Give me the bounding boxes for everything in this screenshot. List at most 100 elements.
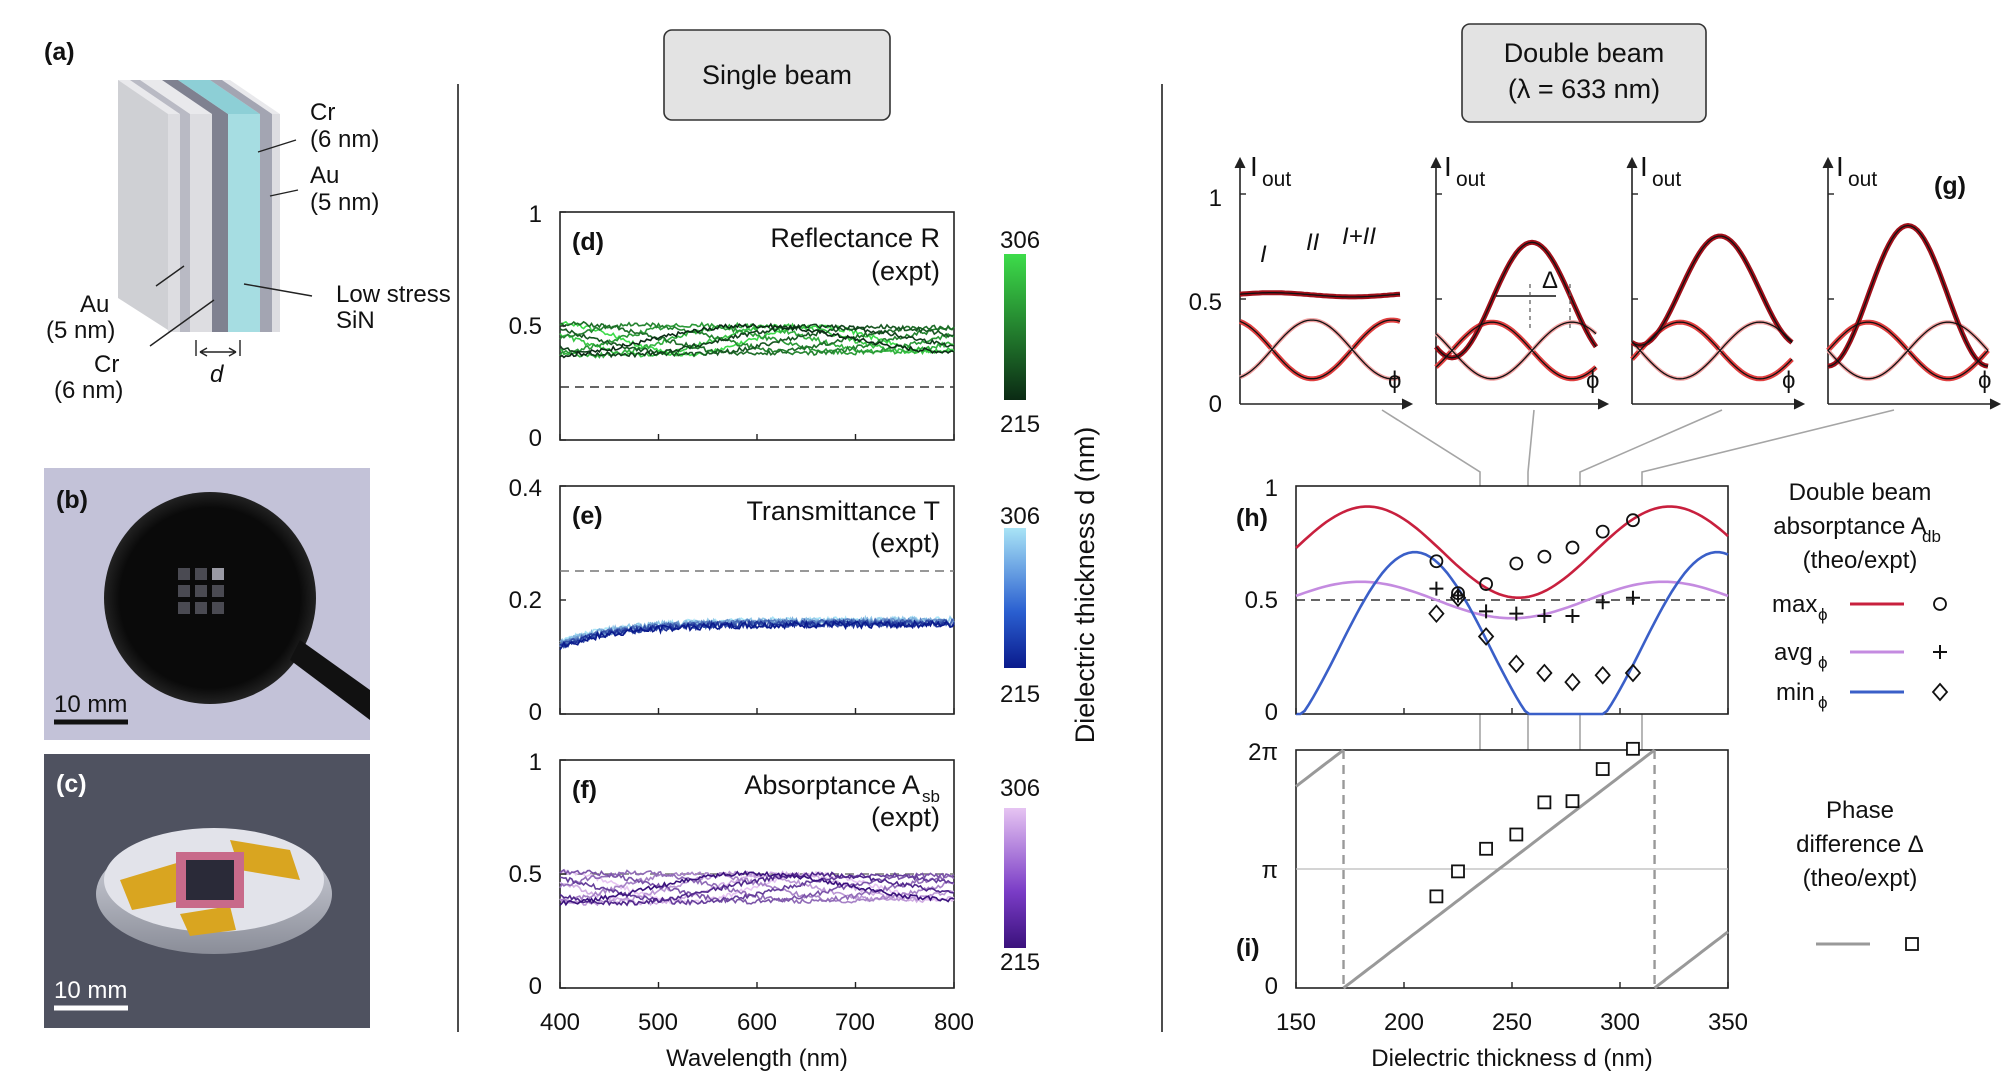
g2-ylabel: I	[1444, 151, 1452, 182]
h-legend-title1: Double beam	[1789, 479, 1932, 506]
cr-front-layer	[212, 114, 228, 332]
colorbar-blue	[1004, 528, 1026, 668]
curves-d-series-8	[559, 323, 955, 359]
au-top-label: Au	[310, 162, 339, 189]
g3-ylabel-sub: out	[1652, 168, 1681, 191]
h-legend-title2-sub: db	[1922, 527, 1941, 546]
panel-a-label: (a)	[44, 38, 75, 66]
curve-label-I: I	[1260, 241, 1267, 268]
expt-avg-point-4	[1509, 606, 1524, 621]
panel-i-ticks	[1295, 982, 1729, 988]
g1-beam-I-theory	[1239, 319, 1401, 380]
sb-xtick-800: 800	[934, 1009, 974, 1036]
connector-2	[1527, 409, 1535, 870]
i-xtick-150: 150	[1276, 1009, 1316, 1036]
panel-f-ytick-05: 0.5	[509, 861, 542, 888]
sin-top-layer	[178, 80, 260, 114]
g2-beam-I-theory	[1435, 321, 1597, 380]
expt-avg-point-5	[1537, 608, 1552, 623]
sb-xtick-500: 500	[638, 1009, 678, 1036]
colorbar-blue-min: 215	[1000, 681, 1040, 708]
curves-f-series-6	[559, 868, 955, 905]
phase-theory-segment-3	[1653, 930, 1729, 990]
g2-beam-II-theory	[1435, 321, 1597, 380]
leader-cr-top	[257, 139, 297, 153]
panel-a: (a) Cr (6 nm) Au (5 nm) Au (5 nm) Low st…	[44, 38, 451, 404]
panel-h-ticks	[1295, 708, 1729, 714]
leader-au-top	[269, 189, 299, 197]
g3-beam-I-expt	[1630, 319, 1794, 382]
h-ytick-05: 0.5	[1245, 587, 1278, 614]
expt-avg-point-3	[1479, 604, 1494, 619]
curves-d-series-7	[559, 323, 955, 358]
scale-label-c: 10 mm	[54, 977, 127, 1004]
phase-theory-segment-2	[1342, 748, 1656, 990]
expt-avg-point-7	[1595, 595, 1610, 610]
cr-top-layer	[162, 80, 228, 114]
g1-beam-II-expt	[1239, 318, 1401, 381]
tape-right	[230, 840, 300, 880]
panel-h-legend: Double beam absorptance A db (theo/expt)…	[1772, 479, 1949, 712]
panel-c-label: (c)	[56, 770, 87, 798]
i-xtick-200: 200	[1384, 1009, 1424, 1036]
i-ytick-0: 0	[1265, 973, 1278, 1000]
g3-sum-theory	[1631, 235, 1793, 346]
g4-yaxis-arrow	[1822, 156, 1834, 169]
panel-h-label: (h)	[1236, 504, 1268, 532]
panel-b: (b) 10 mm	[44, 468, 370, 740]
i-legend-3: (theo/expt)	[1803, 865, 1918, 892]
panel-c: (c) 10 mm	[44, 754, 370, 1028]
g3-sum-expt	[1630, 233, 1794, 348]
sample-grid	[178, 568, 224, 614]
expt-min-point-8	[1624, 663, 1642, 683]
legend-max-marker	[1933, 597, 1947, 611]
theory-min-curve	[1296, 550, 1729, 716]
colorbar-axis-label: Dielectric thickness d (nm)	[1070, 427, 1100, 744]
panel-e-label: (e)	[572, 502, 603, 530]
header-single-text: Single beam	[702, 60, 852, 90]
panel-d-ytick-0: 0	[529, 425, 542, 452]
header-double-line2: (λ = 633 nm)	[1508, 74, 1660, 104]
g2-ylabel-sub: out	[1456, 168, 1485, 191]
panel-f-subtitle: (expt)	[871, 802, 940, 832]
phase-expt-point-4	[1509, 827, 1524, 842]
legend-max-label: max	[1772, 591, 1817, 618]
g2-xlabel: ϕ	[1586, 367, 1599, 394]
panel-f-curves	[559, 868, 955, 907]
g4-xlabel: ϕ	[1978, 367, 1991, 394]
curves-d-series-1	[559, 320, 955, 358]
curves-d-series-6	[559, 320, 955, 357]
legend-avg-marker	[1933, 645, 1947, 659]
connector-4	[1641, 409, 1895, 870]
expt-max-point-7	[1595, 524, 1610, 539]
g3-ylabel: I	[1640, 151, 1648, 182]
panel-f-title-sub: sb	[922, 787, 940, 806]
g4-sum-expt	[1827, 222, 1989, 369]
cr-left-thickness: (6 nm)	[54, 377, 123, 404]
i-xtick-350: 350	[1708, 1009, 1748, 1036]
panel-e-ticks	[559, 485, 955, 715]
panel-d-ytick-1: 1	[529, 201, 542, 228]
connector-3	[1579, 409, 1723, 870]
colorbar-green-max: 306	[1000, 227, 1040, 254]
g3-yaxis-arrow	[1626, 156, 1638, 169]
expt-min-point-2	[1449, 588, 1467, 608]
colorbar-purple-min: 215	[1000, 949, 1040, 976]
sb-xtick-400: 400	[540, 1009, 580, 1036]
expt-max-point-6	[1565, 540, 1580, 555]
au-top-thickness: (5 nm)	[310, 189, 379, 216]
expt-min-point-4	[1508, 654, 1525, 674]
g2-sum-theory	[1435, 241, 1597, 359]
header-double-beam: Double beam (λ = 633 nm)	[1461, 23, 1707, 123]
legend-min-label: min	[1776, 679, 1815, 706]
curves-d-series-9	[559, 322, 955, 359]
header-single-box	[663, 29, 891, 121]
panel-b-label: (b)	[56, 486, 88, 514]
g3-xlabel: ϕ	[1782, 367, 1795, 394]
wafer-disk	[104, 492, 316, 704]
sb-xlabel: Wavelength (nm)	[666, 1045, 848, 1072]
panel-d-curves	[559, 320, 955, 359]
panel-e-ytick-0: 0	[529, 699, 542, 726]
i-legend-2: difference Δ	[1796, 831, 1924, 858]
